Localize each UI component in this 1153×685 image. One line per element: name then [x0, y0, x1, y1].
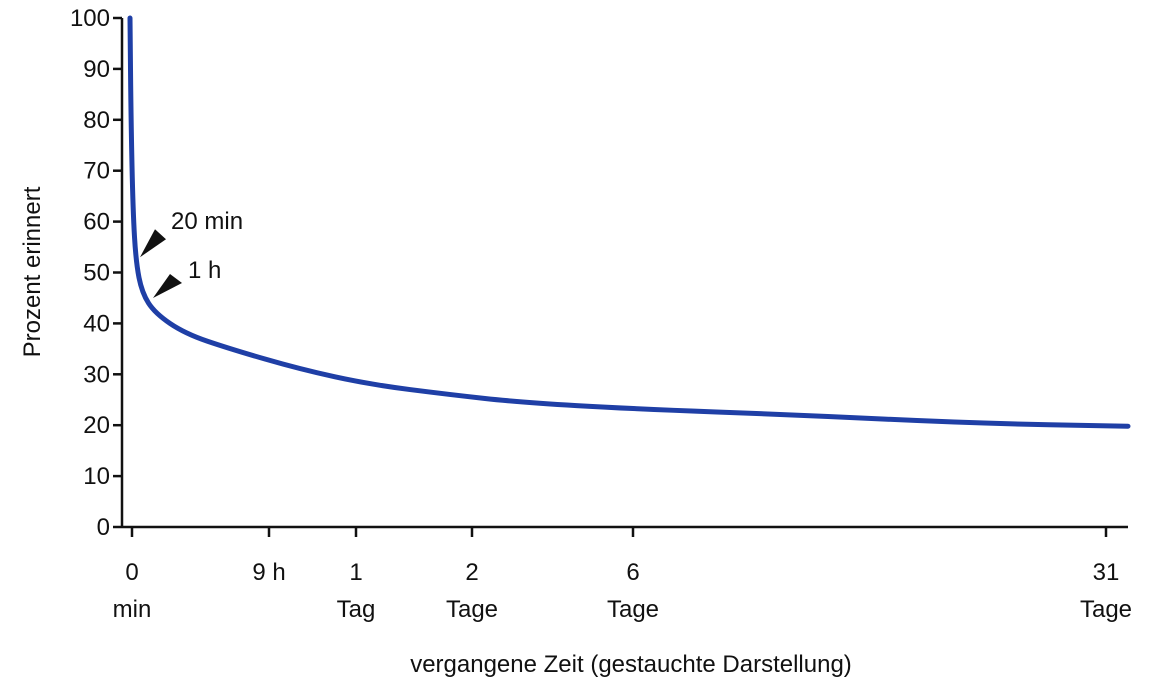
annotation-pointer [153, 273, 182, 298]
x-tick-label: 6 [626, 559, 639, 586]
y-tick-label: 30 [83, 361, 110, 388]
x-tick-label: 2 [465, 559, 478, 586]
x-tick-label: 1 [349, 559, 362, 586]
y-tick-label: 80 [83, 107, 110, 134]
x-tick-label-unit: min [113, 596, 152, 623]
x-tick-label: 31 [1093, 559, 1120, 586]
y-tick-label: 70 [83, 158, 110, 185]
x-tick-label-unit: Tage [1080, 596, 1132, 623]
x-tick-label-unit: Tage [446, 596, 498, 623]
y-tick-label: 100 [70, 5, 110, 32]
annotation-label: 20 min [171, 208, 243, 235]
series-layer [127, 15, 1131, 429]
y-tick-label: 60 [83, 209, 110, 236]
x-tick-label-unit: Tage [607, 596, 659, 623]
axes [120, 18, 1128, 529]
x-tick-label: 9 h [252, 559, 285, 586]
y-tick-label: 90 [83, 56, 110, 83]
y-tick-label: 20 [83, 412, 110, 439]
x-tick-label: 0 [125, 559, 138, 586]
forgetting-curve-line [127, 15, 1131, 429]
y-tick-label: 0 [97, 514, 110, 541]
x-axis-title: vergangene Zeit (gestauchte Darstellung) [410, 651, 852, 678]
y-tick-label: 10 [83, 463, 110, 490]
x-tick-label-unit: Tag [337, 596, 376, 623]
y-axis-ticks: 0 10 20 30 40 50 60 70 80 90 100 [70, 5, 122, 541]
annotation-label: 1 h [188, 257, 221, 284]
y-tick-label: 40 [83, 310, 110, 337]
y-tick-label: 50 [83, 260, 110, 287]
annotations: 20 min 1 h [140, 208, 243, 298]
y-axis-title: Prozent erinnert [19, 186, 46, 357]
x-axis-ticks: 0 min 9 h 1 Tag 2 Tage 6 Tage 31 Tage [113, 527, 1132, 623]
annotation-pointer [140, 229, 166, 258]
